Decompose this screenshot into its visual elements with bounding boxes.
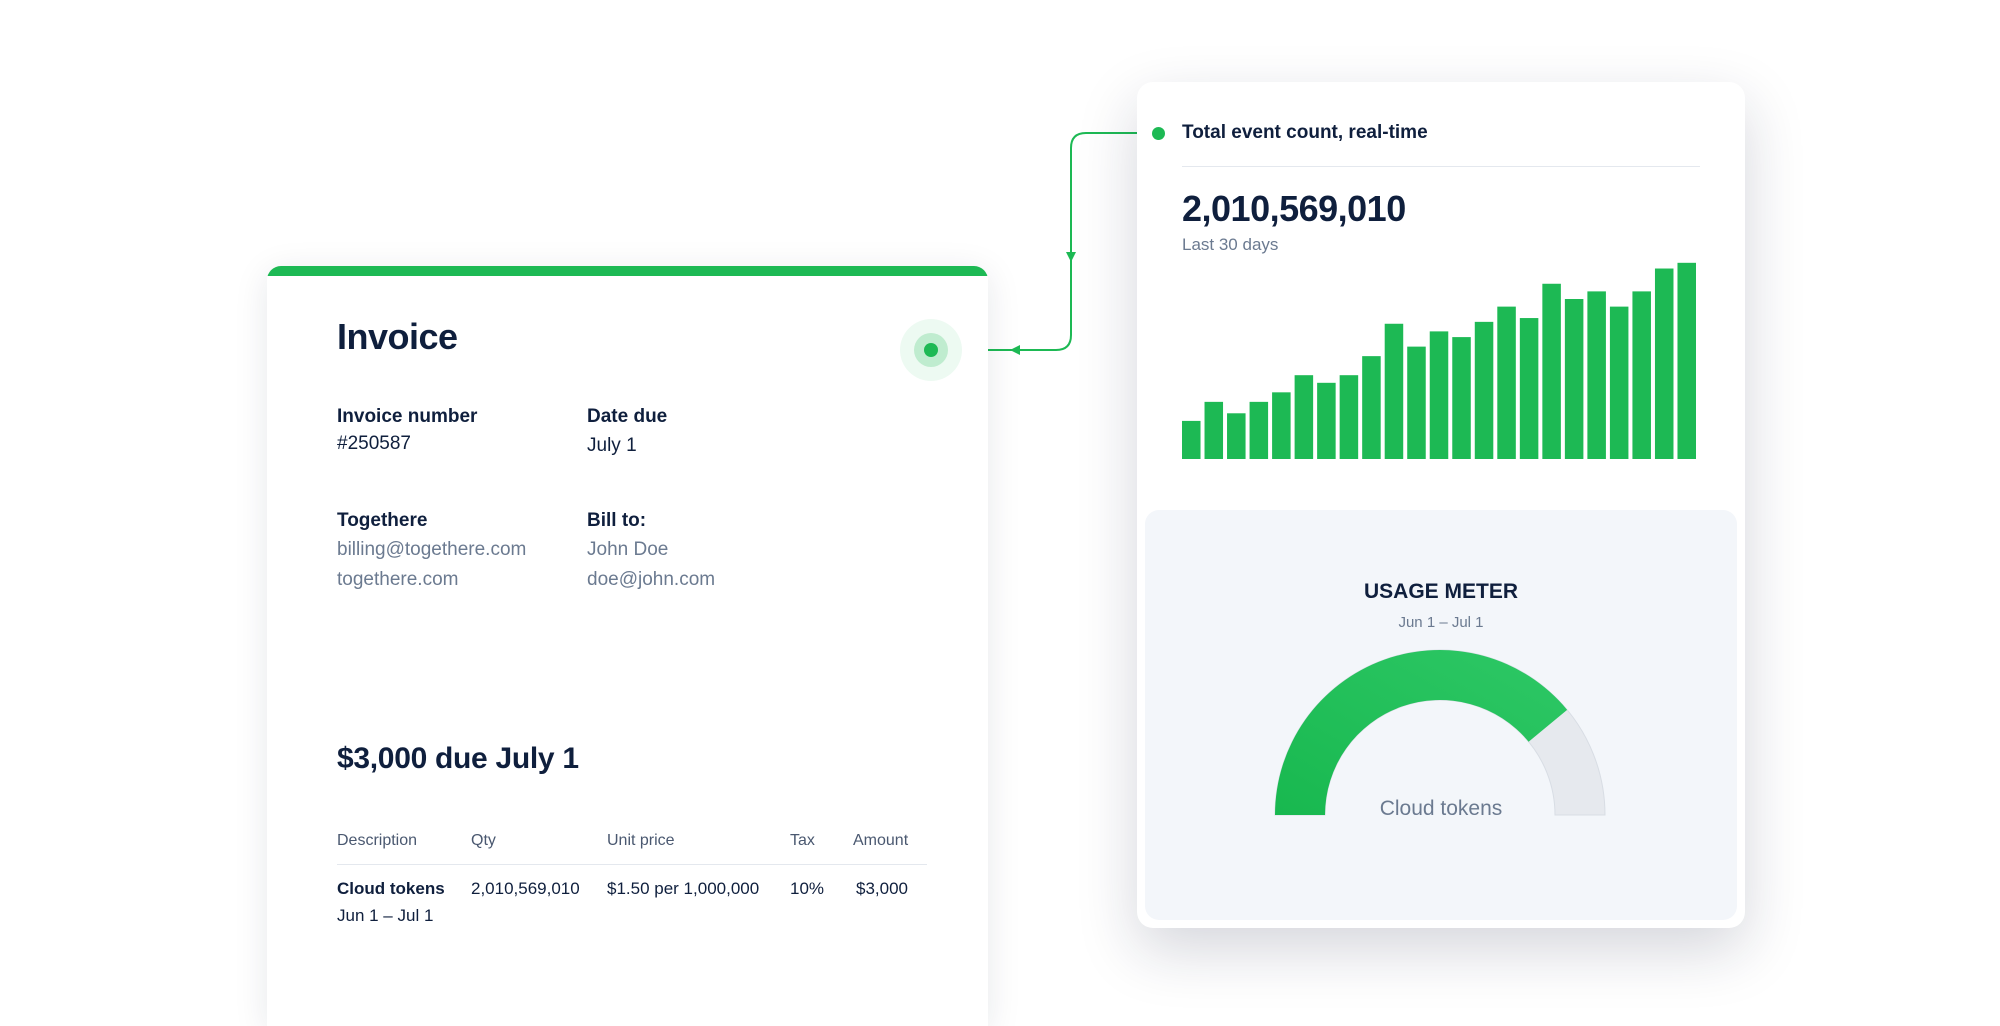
sender-site: togethere.com [337,569,459,590]
table-header-tax: Tax [790,832,815,849]
usage-meter-panel: USAGE METER Jun 1 – Jul 1 Cloud tokens [1145,510,1737,920]
invoice-card: Invoice Invoice number #250587 Date due … [267,266,988,1026]
bar-23 [1677,262,1696,459]
bar-3 [1227,413,1246,459]
table-divider [337,864,927,865]
bar-13 [1452,337,1471,459]
row-tax: 10% [790,879,825,898]
status-dot [1152,127,1165,140]
date-due: July 1 [587,435,637,456]
bar-2 [1204,401,1224,459]
bar-18 [1564,299,1584,459]
bar-1 [1182,420,1201,459]
gauge-fill [1275,650,1568,815]
row-qty: 2,010,569,010 [471,879,580,898]
bar-22 [1654,268,1674,459]
bar-21 [1632,291,1651,459]
connector-arrow-down [1066,252,1076,262]
bar-15 [1497,306,1516,459]
invoice-anchor-dot [924,343,938,357]
sender-name: Togethere [337,510,428,531]
event-bar-chart [1182,262,1696,459]
event-count: 2,010,569,010 [1182,188,1406,229]
bar-7 [1317,382,1336,459]
bill-to-email: doe@john.com [587,569,716,590]
event-count-period: Last 30 days [1182,235,1279,254]
table-header-description: Description [337,832,418,849]
usage-gauge [1274,649,1606,816]
row-unit-price: $1.50 per 1,000,000 [607,879,760,898]
dashboard-divider [1182,166,1700,167]
usage-meter-range: Jun 1 – Jul 1 [1398,614,1484,631]
invoice-number: #250587 [337,433,411,454]
bar-8 [1339,375,1359,459]
bar-10 [1384,323,1404,459]
bar-14 [1474,321,1494,459]
bar-5 [1272,392,1291,459]
bar-20 [1609,306,1629,459]
table-header-unit-price: Unit price [607,832,675,849]
bar-16 [1519,318,1539,459]
bar-12 [1429,331,1449,459]
invoice-accent-bar [267,266,988,276]
bar-11 [1407,346,1426,459]
row-period: Jun 1 – Jul 1 [337,906,434,925]
sender-email: billing@togethere.com [337,539,527,560]
bar-19 [1587,291,1606,459]
bar-9 [1362,356,1381,459]
bill-to-name: John Doe [587,539,669,560]
invoice-number-label: Invoice number [337,406,478,427]
table-header-qty: Qty [471,832,496,849]
bar-17 [1542,283,1561,459]
event-dashboard-card: Total event count, real-time 2,010,569,0… [1137,82,1745,928]
table-header-amount: Amount [853,832,909,849]
bar-4 [1249,401,1269,459]
amount-due-heading: $3,000 due July 1 [337,742,579,775]
row-description: Cloud tokens [337,879,445,898]
usage-meter-title: USAGE METER [1363,580,1518,603]
gauge-label: Cloud tokens [1379,797,1503,820]
dashboard-title: Total event count, real-time [1182,122,1428,143]
bill-to-label: Bill to: [587,510,647,531]
invoice-title: Invoice [337,316,458,357]
row-amount: $3,000 [856,879,908,898]
date-due-label: Date due [587,406,668,427]
bar-6 [1294,375,1314,459]
connector-arrow-left [1010,345,1020,355]
